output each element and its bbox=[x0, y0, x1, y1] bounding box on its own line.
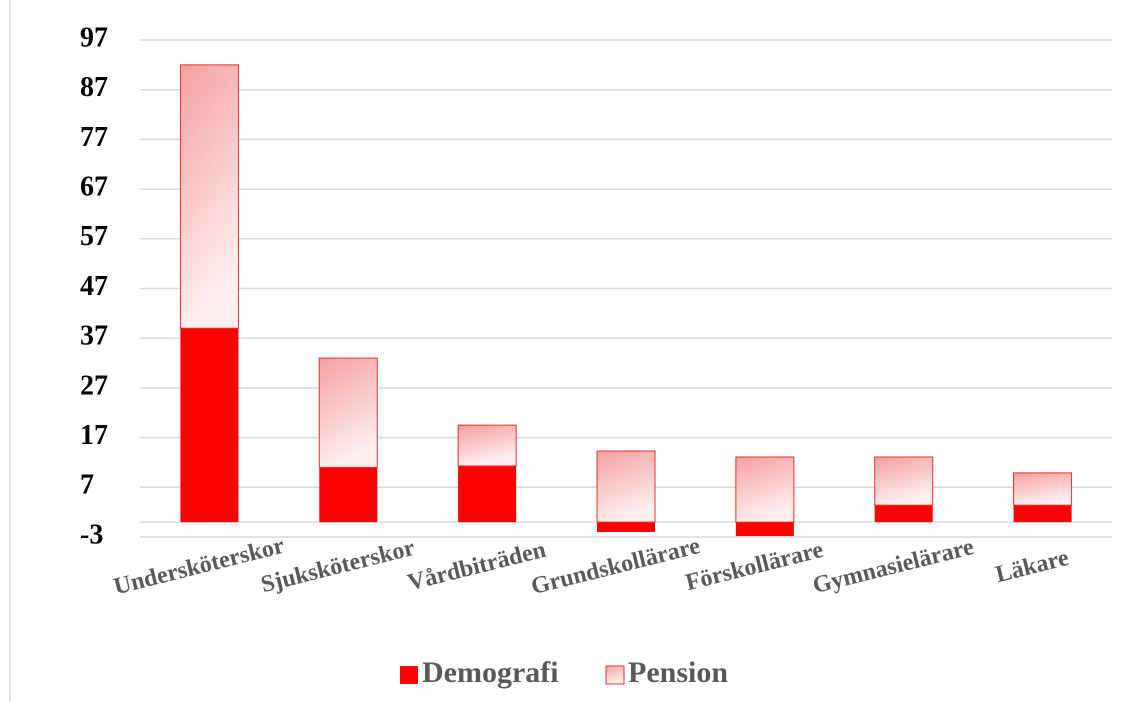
legend-label: Pension bbox=[628, 656, 728, 689]
y-tick-label: -3 bbox=[80, 519, 103, 550]
y-tick-label: 87 bbox=[80, 72, 108, 103]
x-tick-label: Undersköterskor bbox=[111, 533, 287, 601]
y-tick-label: 17 bbox=[80, 420, 108, 451]
y-tick-label: 57 bbox=[80, 221, 108, 252]
y-tick-label: 97 bbox=[80, 22, 108, 53]
bar bbox=[735, 456, 795, 523]
y-tick-label: 77 bbox=[80, 122, 108, 153]
x-tick-label: Grundskollärare bbox=[529, 533, 703, 600]
x-tick-label: Gymnasielärare bbox=[810, 534, 977, 599]
bar bbox=[597, 522, 655, 533]
bar bbox=[457, 424, 517, 467]
legend-label: Demografi bbox=[422, 656, 559, 689]
bar bbox=[874, 505, 933, 523]
bar bbox=[319, 467, 378, 523]
x-tick-label: Förskollärare bbox=[683, 537, 826, 596]
y-tick-label: 47 bbox=[80, 271, 108, 302]
legend-swatch bbox=[605, 665, 625, 685]
bar bbox=[874, 456, 934, 506]
bar bbox=[458, 465, 517, 523]
bar bbox=[1013, 505, 1072, 523]
bar bbox=[735, 522, 794, 537]
y-tick-label: 67 bbox=[80, 172, 108, 203]
bar bbox=[1013, 472, 1073, 506]
y-tick-label: 37 bbox=[80, 321, 108, 352]
bar bbox=[179, 64, 239, 329]
bar bbox=[596, 450, 656, 523]
y-tick-label: 27 bbox=[80, 370, 108, 401]
bar bbox=[318, 357, 378, 468]
bar bbox=[180, 328, 239, 523]
x-tick-label: Läkare bbox=[993, 545, 1072, 588]
legend-swatch bbox=[400, 666, 418, 684]
y-tick-label: 7 bbox=[80, 470, 94, 501]
x-tick-label: Vårdbiträden bbox=[405, 537, 548, 596]
